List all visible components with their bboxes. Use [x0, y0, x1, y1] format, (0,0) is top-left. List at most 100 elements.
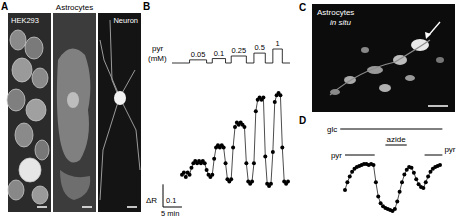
- stimulus-pulse: [273, 49, 282, 63]
- stimulus-label: 0.25: [231, 46, 246, 55]
- trace-point: [421, 186, 425, 190]
- stimulus-pulse: [212, 59, 225, 63]
- scale-bar-y: [163, 184, 164, 207]
- image-scale-bar: [37, 206, 47, 208]
- trace-point: [398, 190, 402, 194]
- trace-point: [438, 163, 442, 167]
- cell: [8, 180, 24, 200]
- micrograph: [53, 13, 96, 212]
- treatment-label: pyr: [331, 151, 342, 160]
- trace-point: [414, 177, 418, 181]
- image-scale-bar: [127, 206, 137, 208]
- label: Astrocytes: [56, 3, 93, 12]
- label: Neuron: [113, 16, 138, 25]
- trace-point: [222, 145, 226, 149]
- trace-point: [263, 155, 267, 159]
- cell: [19, 158, 41, 182]
- cell: [361, 47, 369, 53]
- treatment-bar: [345, 155, 375, 156]
- stimulus-label: 1: [276, 39, 280, 48]
- arrow-head: [425, 32, 431, 39]
- image-scale-bar: [82, 206, 92, 208]
- cell: [67, 92, 79, 108]
- trace-point: [374, 180, 378, 184]
- plot-area: [343, 162, 442, 213]
- stimulus-pulse: [254, 53, 265, 63]
- scale-bar-label: 0.1: [166, 196, 176, 205]
- cell: [25, 37, 43, 59]
- trace-point: [250, 179, 254, 183]
- stimulus-label: 0.1: [214, 49, 224, 58]
- label: Astrocytes: [317, 8, 354, 17]
- cell: [405, 75, 415, 81]
- trace-point: [184, 175, 188, 179]
- trace-point: [280, 145, 284, 149]
- trace-point: [400, 180, 404, 184]
- scale-bar-title: ΔR: [146, 196, 157, 205]
- trace-point: [224, 161, 228, 165]
- trace-point: [286, 179, 290, 183]
- trace-point: [348, 174, 352, 178]
- treatment-label: glc: [327, 125, 337, 134]
- micrograph: [98, 13, 141, 212]
- trace-point: [410, 166, 414, 170]
- trace-point: [252, 161, 256, 165]
- trace-point: [244, 161, 248, 165]
- trace-point: [188, 173, 192, 177]
- trace-point: [229, 177, 233, 181]
- cell: [12, 58, 32, 82]
- label: in situ: [330, 18, 351, 27]
- stimulus-baseline: [246, 63, 254, 64]
- neurite: [121, 70, 135, 95]
- trace-line: [345, 164, 440, 211]
- neurite: [100, 102, 118, 200]
- trace-point: [189, 166, 193, 170]
- image-scale-bar: [428, 105, 448, 107]
- neurite: [100, 40, 119, 95]
- trace-point: [395, 199, 399, 203]
- cell: [32, 186, 48, 204]
- label: HEK293: [11, 16, 39, 25]
- stimulus-label: 0.05: [191, 50, 206, 59]
- trace-point: [345, 180, 349, 184]
- panel-d: glcazidepyrpyr: [327, 125, 456, 160]
- trace-point: [271, 150, 275, 154]
- panel-letter: C: [299, 2, 306, 13]
- cell: [15, 123, 33, 147]
- stimulus-pulse: [190, 60, 207, 63]
- stimulus-unit: (mM): [148, 54, 167, 63]
- panel-b: 0.05 0.1 0.25 0.5 1 pyr(mM) ΔR 0.1 5 min: [146, 39, 290, 218]
- stimulus-label: 0.5: [254, 43, 264, 52]
- treatment-bar: [425, 155, 443, 156]
- scale-bar-label: 5 min: [161, 209, 179, 218]
- treatment-label: azide: [387, 135, 407, 144]
- stimulus-baseline: [282, 63, 290, 64]
- cell: [26, 99, 46, 121]
- stimulus-baseline: [172, 63, 190, 64]
- panel-letter: D: [299, 115, 306, 126]
- plot-area: [180, 91, 290, 188]
- panel-a: Astrocytes HEK293 Neuron: [7, 3, 141, 212]
- treatment-bar: [340, 129, 442, 130]
- cell: [411, 39, 429, 51]
- cell: [10, 30, 26, 50]
- trace-point: [393, 207, 397, 211]
- trace-point: [412, 171, 416, 175]
- neurite: [122, 102, 140, 170]
- treatment-bar: [385, 145, 406, 146]
- panel-letter: B: [143, 1, 150, 12]
- trace-line: [182, 93, 288, 186]
- trace-point: [231, 145, 235, 149]
- trace-point: [261, 96, 265, 100]
- trace-point: [376, 195, 380, 199]
- trace-point: [210, 173, 214, 177]
- panel-letter: A: [1, 1, 8, 12]
- cell: [7, 89, 25, 111]
- cell: [114, 91, 126, 105]
- stimulus-name: pyr: [152, 44, 163, 53]
- cell: [32, 68, 48, 88]
- neurite: [110, 20, 120, 100]
- trace-point: [269, 182, 273, 186]
- micrograph: [8, 13, 51, 212]
- cell: [436, 57, 444, 63]
